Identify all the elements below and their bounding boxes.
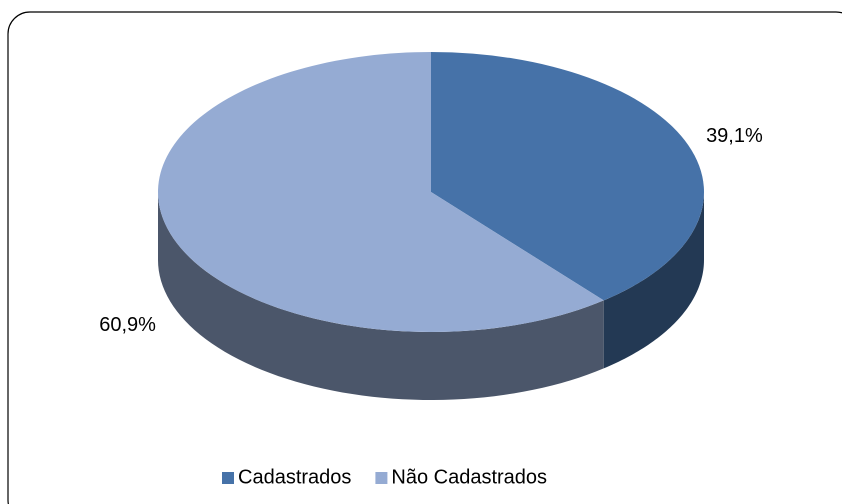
data-label: 39,1% bbox=[706, 125, 763, 147]
legend-swatch bbox=[375, 472, 388, 484]
data-label: 60,9% bbox=[99, 314, 156, 336]
pie-slice bbox=[157, 52, 604, 333]
legend-label: Não Cadastrados bbox=[391, 466, 547, 488]
legend-label: Cadastrados bbox=[238, 466, 351, 488]
pie-side bbox=[158, 192, 604, 400]
legend-swatch bbox=[222, 472, 234, 484]
pie-slice bbox=[431, 52, 704, 301]
pie-side bbox=[603, 192, 704, 369]
